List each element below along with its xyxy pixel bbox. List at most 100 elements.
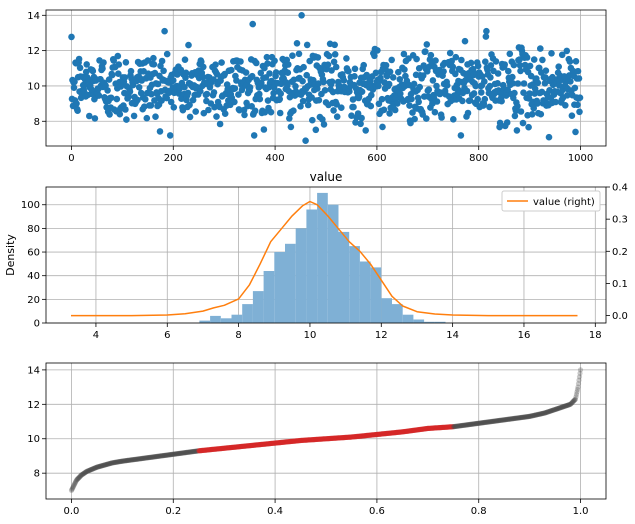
quantile-point (502, 417, 508, 423)
quantile-point (491, 418, 497, 424)
scatter-point (75, 55, 83, 63)
quantile-point (564, 402, 570, 409)
scatter-point (144, 57, 152, 64)
scatter-point (422, 48, 429, 55)
quantile-point (493, 418, 500, 424)
x-tick-label: 1000 (568, 153, 593, 164)
quantile-point (451, 424, 457, 430)
quantile-point (518, 414, 525, 421)
scatter-point (413, 55, 420, 63)
scatter-point (372, 69, 380, 77)
quantile-point (164, 452, 170, 458)
x-tick-label: 0.8 (471, 506, 487, 517)
legend-box (501, 190, 601, 212)
quantile-point (462, 422, 468, 428)
x-tick-label: 600 (367, 153, 386, 164)
quantile-point (79, 472, 85, 478)
scatter-point (357, 120, 364, 128)
quantile-point (150, 454, 157, 460)
scatter-point (537, 110, 545, 118)
quantile-point (175, 450, 182, 457)
scatter-point (321, 87, 329, 94)
quantile-point (137, 456, 143, 462)
scatter-point (257, 69, 265, 77)
quantile-point (475, 420, 481, 426)
scatter-point (328, 67, 335, 74)
quantile-point (180, 450, 186, 456)
scatter-point (200, 109, 208, 117)
quantile-point (142, 455, 148, 461)
scatter-point (81, 81, 88, 88)
quantile-point (522, 414, 528, 420)
quantile-point (121, 458, 128, 464)
scatter-point (73, 100, 80, 107)
scatter-point (68, 33, 75, 41)
plot-frame (45, 362, 607, 500)
scatter-point (423, 41, 431, 48)
quantile-point (89, 466, 95, 472)
quantile-point (480, 420, 486, 426)
quantile-point (523, 414, 530, 420)
scatter-point (463, 87, 471, 95)
quantile-point (92, 465, 98, 471)
quantile-point (80, 471, 86, 477)
quantile-point (475, 420, 481, 426)
scatter-point (198, 58, 205, 66)
scatter-point (380, 106, 388, 114)
scatter-point (260, 126, 268, 133)
quantile-point (554, 406, 560, 412)
quantile-point (148, 454, 154, 460)
quantile-point (190, 449, 196, 455)
quantile-point (144, 455, 150, 461)
quantile-point (454, 423, 460, 429)
quantile-point (481, 419, 487, 426)
scatter-point (514, 102, 521, 110)
scatter-point (250, 132, 258, 139)
quantile-point (174, 451, 180, 457)
scatter-point (416, 83, 424, 91)
scatter-point (358, 114, 365, 122)
quantile-point (515, 415, 521, 421)
scatter-point (83, 61, 90, 68)
scatter-point (531, 85, 539, 93)
quantile-point (81, 470, 87, 477)
quantile-point (460, 422, 466, 428)
scatter-point (256, 95, 264, 103)
scatter-point (407, 119, 414, 127)
scatter-point (534, 100, 541, 107)
quantile-point (114, 459, 120, 465)
quantile-point (540, 410, 546, 416)
quantile-point (521, 414, 527, 420)
quantile-point (103, 462, 109, 468)
quantile-point (531, 412, 537, 418)
quantile-point (91, 465, 97, 471)
scatter-point (277, 90, 285, 97)
quantile-point (548, 408, 555, 414)
quantile-point (501, 417, 507, 423)
scatter-point (389, 74, 397, 81)
quantile-point (172, 451, 178, 457)
quantile-point (137, 456, 143, 462)
quantile-point (106, 461, 112, 467)
scatter-point (331, 51, 339, 58)
scatter-point (340, 77, 348, 84)
quantile-point (535, 411, 541, 418)
scatter-point (271, 57, 278, 65)
quantile-point (484, 419, 490, 425)
scatter-point (163, 50, 171, 58)
quantile-point (577, 370, 583, 376)
scatter-point (572, 58, 580, 65)
quantile-point (189, 449, 195, 455)
x-tick-label: 800 (469, 153, 488, 164)
x-tick-label: 200 (164, 153, 183, 164)
quantile-point (123, 458, 129, 464)
quantile-point (159, 453, 165, 459)
scatter-point (397, 90, 404, 97)
scatter-point (199, 73, 207, 81)
quantile-point (462, 422, 468, 428)
scatter-point (433, 82, 440, 90)
scatter-point (228, 66, 235, 74)
scatter-point (552, 98, 559, 106)
quantile-point (571, 398, 577, 404)
quantile-point (559, 404, 565, 410)
